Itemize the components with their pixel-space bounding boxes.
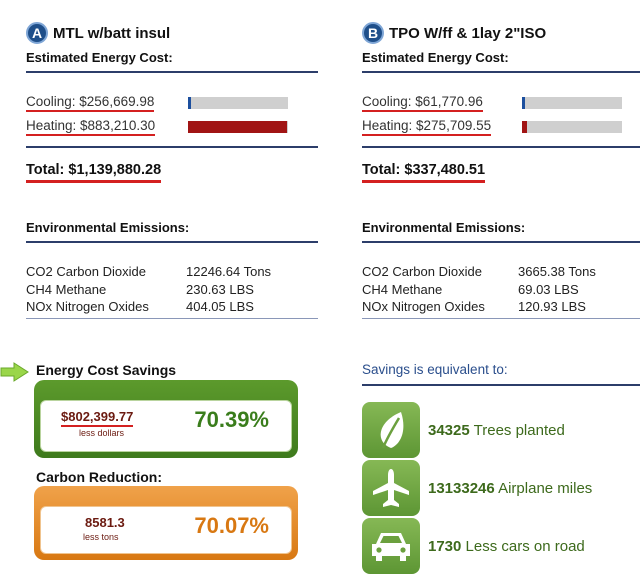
equivalent-text: 34325 Trees planted bbox=[428, 422, 565, 439]
option-a-heating-bar bbox=[188, 121, 288, 133]
divider bbox=[26, 146, 318, 148]
emission-name: NOx Nitrogen Oxides bbox=[26, 299, 149, 314]
option-b-heating-bar bbox=[522, 121, 622, 133]
carbon-percent: 70.07% bbox=[194, 513, 269, 538]
option-a-header: A MTL w/batt insul bbox=[26, 22, 170, 44]
emission-value: 404.05 LBS bbox=[186, 299, 254, 314]
divider bbox=[362, 318, 640, 319]
equivalent-number: 34325 bbox=[428, 421, 470, 439]
savings-panel-inner: $802,399.77 less dollars 70.39% bbox=[40, 400, 292, 452]
option-b-cooling-bar bbox=[522, 97, 622, 109]
option-a-emission-nox: NOx Nitrogen Oxides 404.05 LBS bbox=[26, 299, 254, 314]
leaf-icon bbox=[362, 402, 420, 458]
carbon-title: Carbon Reduction: bbox=[36, 469, 162, 485]
equivalent-item-trees: 34325 Trees planted bbox=[362, 402, 565, 458]
savings-panel: $802,399.77 less dollars 70.39% bbox=[34, 380, 298, 458]
divider bbox=[26, 241, 318, 243]
option-b-emissions-title: Environmental Emissions: bbox=[362, 220, 526, 235]
equivalent-item-airplane: 13133246 Airplane miles bbox=[362, 460, 592, 516]
savings-percent: 70.39% bbox=[194, 407, 269, 432]
option-b-title: TPO W/ff & 1lay 2"ISO bbox=[389, 24, 547, 42]
carbon-panel: 8581.3 less tons 70.07% bbox=[34, 486, 298, 560]
option-b-emission-nox: NOx Nitrogen Oxides 120.93 LBS bbox=[362, 299, 586, 314]
emission-name: CH4 Methane bbox=[362, 282, 443, 297]
divider bbox=[362, 71, 640, 73]
equivalent-label: Airplane miles bbox=[498, 479, 593, 497]
savings-title: Energy Cost Savings bbox=[36, 362, 177, 378]
option-b-header: B TPO W/ff & 1lay 2"ISO bbox=[362, 22, 546, 44]
divider bbox=[26, 318, 318, 319]
car-icon bbox=[362, 518, 420, 574]
option-a-total: Total: $1,139,880.28 bbox=[26, 162, 162, 183]
option-a-subtitle: Estimated Energy Cost: bbox=[26, 50, 173, 65]
emission-value: 120.93 LBS bbox=[518, 299, 586, 314]
option-b-heating-bar-fill bbox=[522, 121, 527, 133]
carbon-amount-sub: less tons bbox=[83, 532, 119, 542]
option-a-emissions-title: Environmental Emissions: bbox=[26, 220, 190, 235]
option-a-cooling-bar bbox=[188, 97, 288, 109]
option-a-cooling-row: Cooling: $256,669.98 bbox=[26, 94, 326, 114]
emission-value: 3665.38 Tons bbox=[518, 264, 596, 279]
emission-value: 12246.64 Tons bbox=[186, 264, 272, 279]
option-b-subtitle: Estimated Energy Cost: bbox=[362, 50, 509, 65]
equivalent-label: Less cars on road bbox=[465, 537, 585, 555]
emission-name: CO2 Carbon Dioxide bbox=[26, 264, 146, 279]
equivalent-text: 13133246 Airplane miles bbox=[428, 480, 592, 497]
option-a-heating-row: Heating: $883,210.30 bbox=[26, 118, 326, 138]
option-b-cooling-row: Cooling: $61,770.96 bbox=[362, 94, 640, 114]
option-a-cooling-bar-fill bbox=[188, 97, 191, 109]
equivalent-label: Trees planted bbox=[473, 421, 565, 439]
option-b-total: Total: $337,480.51 bbox=[362, 162, 486, 183]
equivalent-item-cars: 1730 Less cars on road bbox=[362, 518, 585, 574]
carbon-amount: 8581.3 bbox=[85, 515, 125, 530]
airplane-icon bbox=[362, 460, 420, 516]
carbon-panel-inner: 8581.3 less tons 70.07% bbox=[40, 506, 292, 554]
savings-amount-sub: less dollars bbox=[79, 428, 125, 438]
option-b-badge-icon: B bbox=[362, 22, 384, 44]
savings-amount: $802,399.77 bbox=[61, 409, 134, 427]
equivalent-number: 13133246 bbox=[428, 479, 495, 497]
option-a-heating-bar-fill bbox=[188, 121, 287, 133]
option-a-cooling-label: Cooling: $256,669.98 bbox=[26, 94, 155, 112]
emission-value: 230.63 LBS bbox=[186, 282, 254, 297]
emission-name: NOx Nitrogen Oxides bbox=[362, 299, 485, 314]
option-b-cooling-bar-fill bbox=[522, 97, 525, 109]
option-b-heating-row: Heating: $275,709.55 bbox=[362, 118, 640, 138]
emission-name: CO2 Carbon Dioxide bbox=[362, 264, 482, 279]
option-a-badge-icon: A bbox=[26, 22, 48, 44]
option-a-emission-ch4: CH4 Methane 230.63 LBS bbox=[26, 282, 254, 297]
arrow-right-icon bbox=[0, 362, 29, 382]
option-b-cooling-label: Cooling: $61,770.96 bbox=[362, 94, 483, 112]
equivalent-text: 1730 Less cars on road bbox=[428, 538, 585, 555]
option-b-heating-label: Heating: $275,709.55 bbox=[362, 118, 492, 136]
option-a-title: MTL w/batt insul bbox=[53, 24, 171, 42]
option-a-heating-label: Heating: $883,210.30 bbox=[26, 118, 156, 136]
equivalent-number: 1730 bbox=[428, 537, 462, 555]
emission-value: 69.03 LBS bbox=[518, 282, 579, 297]
option-b-emission-ch4: CH4 Methane 69.03 LBS bbox=[362, 282, 579, 297]
option-b-emission-co2: CO2 Carbon Dioxide 3665.38 Tons bbox=[362, 264, 596, 279]
option-a-emission-co2: CO2 Carbon Dioxide 12246.64 Tons bbox=[26, 264, 271, 279]
divider bbox=[362, 384, 640, 386]
divider bbox=[362, 241, 640, 243]
divider bbox=[26, 71, 318, 73]
divider bbox=[362, 146, 640, 148]
equivalent-title: Savings is equivalent to: bbox=[362, 362, 508, 377]
emission-name: CH4 Methane bbox=[26, 282, 107, 297]
